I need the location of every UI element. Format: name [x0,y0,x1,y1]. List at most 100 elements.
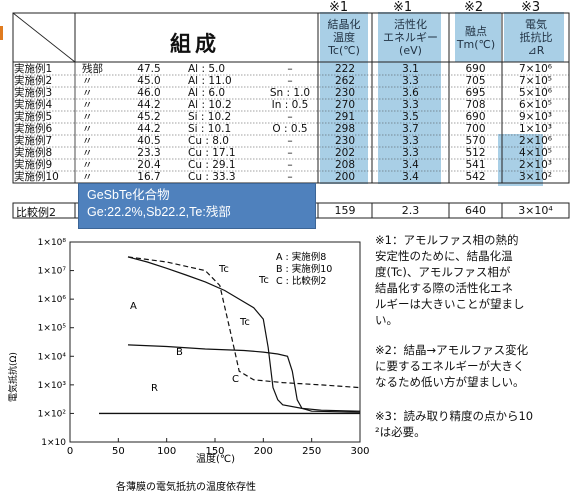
table-cell-ea: 3.1 [402,63,419,75]
table-row: 実施例1 残部 47.5 Al : 5.0 – 222 3.1 690 7×10⁶ [0,63,573,75]
table-cell-ea: 3.3 [402,135,419,147]
header-tm: 融点 Tm(℃) [456,25,496,51]
table-text-layer: ※1 ※1 ※2 ※3 組成 結晶化 温度 Tc(℃) 活性化 エネルギー (e… [0,0,573,230]
table-cell-tm: 700 [465,123,486,135]
series-line-3 [127,256,361,389]
x-tick-label: 300 [350,446,369,457]
comparison-r: 3×10⁴ [518,204,553,217]
table-cell-ea: 3.5 [402,111,419,123]
table-cell-c2: 45.0 [137,75,161,87]
table-cell-tc: 230 [334,135,356,147]
table-cell-ea: 3.3 [402,99,419,111]
comparison-row: 比較例2 159 2.3 640 3×10⁴ [0,204,573,219]
table-cell-c1: 残部 [82,63,103,75]
table-cell-c2: 44.2 [137,99,161,111]
table-cell-c2: 45.2 [137,111,161,123]
header-ea: 活性化 エネルギー (eV) [383,18,438,57]
table-cell-c2: 44.2 [137,123,161,135]
table-row: 実施例2 〃 45.0 Al : 11.0 – 262 3.3 705 7×10⁵ [0,75,573,87]
annotation-tc-1: Tc [218,264,229,275]
annotation-a: A [130,301,137,312]
table-cell-c1: 〃 [82,123,93,135]
table-cell-name: 実施例8 [14,147,53,159]
ea-column-highlight [378,12,441,184]
note-3: ※3：読み取り精度の点から10 ²は必要。 [375,409,534,439]
y-tick-label: 1×10⁸ [38,238,67,248]
table-cell-name: 実施例4 [14,99,53,111]
table-cell-tc: 230 [334,87,356,99]
mark-ea: ※1 [393,0,413,15]
y-tick-label: 1×10 [41,438,66,448]
table-cell-r: 7×10⁵ [518,75,553,87]
table-cell-name: 実施例10 [14,171,59,183]
table-cell-r: 7×10⁶ [518,63,553,75]
table-cell-c2: 47.5 [137,63,161,75]
table-cell-c4: In : 0.5 [271,99,309,111]
table-cell-name: 実施例9 [14,159,53,171]
table-cell-tc: 200 [334,171,356,183]
table-cell-tm: 512 [465,147,486,159]
legend-c: C : 比較例2 [276,275,326,287]
y-tick-label: 1×10⁷ [38,267,67,277]
annotation-tc-3: Tc [239,317,250,328]
table-cell-c2: 20.4 [137,159,161,171]
table-cell-ea: 3.6 [402,87,419,99]
table-cell-c1: 〃 [82,99,93,111]
table-cell-c1: 〃 [82,171,93,183]
annotation-r: R [151,383,158,394]
table-cell-c4: Sn : 1.0 [269,87,311,99]
header-tc: 結晶化 温度 Tc(℃) [327,18,361,57]
y-tick-label: 1×10⁵ [38,324,67,334]
series-line-2 [127,344,361,413]
x-tick-label: 0 [67,446,73,457]
annotation-tc-2: Tc [258,275,269,286]
composition-callout: GeSbTe化合物 Ge:22.2%,Sb22.2,Te:残部 [78,183,316,229]
y-tick-label: 1×10² [38,409,67,419]
table-cell-c3: Cu : 17.1 [188,147,236,159]
table-cell-tc: 291 [334,111,356,123]
left-accent [0,26,3,40]
mark-tc: ※1 [329,0,349,15]
legend-a: A : 実施例8 [276,251,326,263]
table-cell-c4: – [287,75,293,87]
tm-header-highlight [455,12,501,62]
table-cell-r: 3×10² [518,171,553,183]
table-cell-tc: 270 [334,99,356,111]
table-row: 実施例5 〃 45.2 Si : 10.2 – 291 3.5 690 9×10³ [0,111,573,123]
table-cell-c3: Al : 5.0 [188,63,226,75]
table-cell-tm: 542 [465,171,486,183]
table-cell-c4: – [287,147,293,159]
table-cell-c4: O : 0.5 [272,123,308,135]
comparison-tc: 159 [334,204,356,217]
table-cell-c1: 〃 [82,87,93,99]
comparison-name: 比較例2 [16,206,56,219]
table-cell-tc: 202 [334,147,356,159]
table-cell-tm: 695 [465,87,486,99]
table-row: 実施例4 〃 44.2 Al : 10.2 In : 0.5 270 3.3 708 6×10⁵ [0,99,573,111]
comparison-ea: 2.3 [401,204,420,217]
table-row: 実施例3 〃 46.0 Al : 6.0 Sn : 1.0 230 3.6 695 5×10⁶ [0,87,573,99]
annotation-c: C [232,374,239,385]
series-line-1 [127,256,361,412]
x-tick-label: 100 [157,446,176,457]
table-cell-c1: 〃 [82,135,93,147]
table-cell-c3: Al : 6.0 [188,87,226,99]
note-2: ※2：結晶→アモルファス変化 に要するエネルギーが大きく なるため低い方が望まし… [375,343,529,389]
table-cell-ea: 3.4 [402,159,419,171]
table-cell-c3: Al : 10.2 [188,99,232,111]
table-row: 実施例10 〃 16.7 Cu : 33.3 – 200 3.4 542 3×10² [0,171,573,183]
header-r: 電気 抵抗比 ⊿R [519,18,553,57]
table-cell-c3: Cu : 33.3 [188,171,236,183]
table-row: 実施例7 〃 40.5 Cu : 8.0 – 230 3.3 570 2×10⁶ [0,135,573,147]
x-tick-label: 150 [205,446,224,457]
table-cell-tc: 298 [334,123,356,135]
table-cell-ea: 3.3 [402,75,419,87]
chart-caption: 各薄膜の電気抵抗の温度依存性 [116,480,256,493]
table-cell-r: 4×10⁵ [518,147,553,159]
x-tick-label: 200 [254,446,273,457]
table-cell-c3: Al : 11.0 [188,75,232,87]
x-tick-label: 50 [112,446,125,457]
x-axis-label: 温度(℃) [196,452,235,465]
table-row: 実施例8 〃 23.3 Cu : 17.1 – 202 3.3 512 4×10⁵ [0,147,573,159]
table-cell-name: 実施例1 [14,63,53,75]
